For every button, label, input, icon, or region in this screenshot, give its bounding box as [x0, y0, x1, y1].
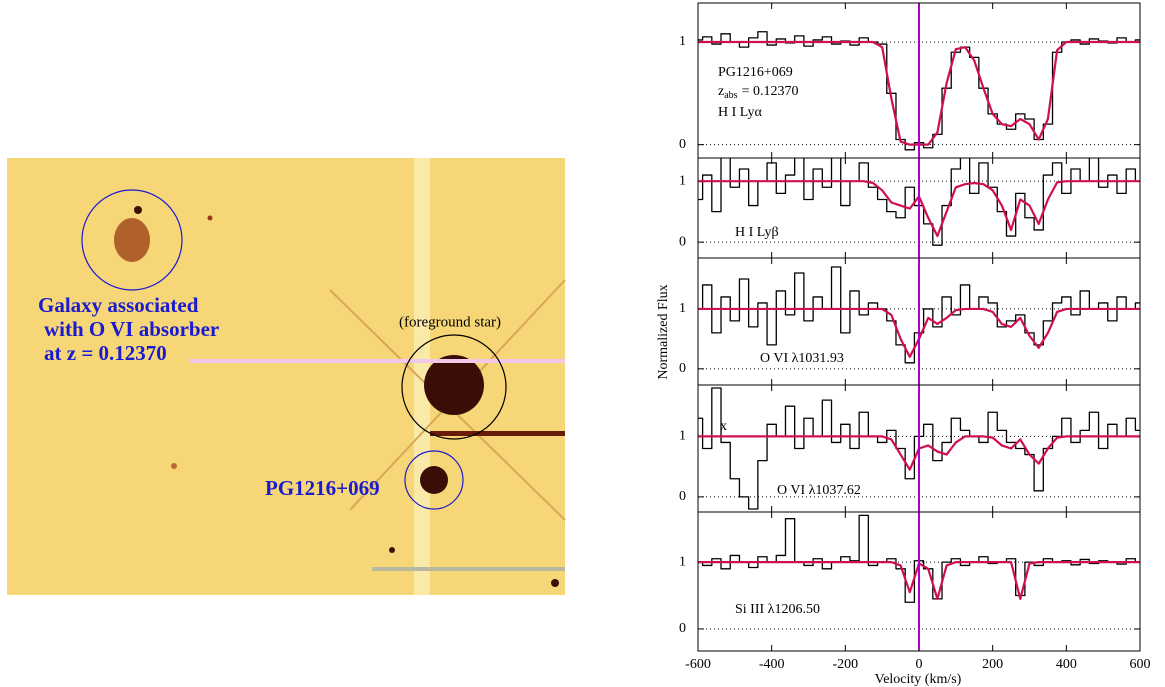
y-tick-label: 0	[679, 489, 686, 504]
x-tick-label: -400	[759, 657, 785, 672]
galaxy-label: at z = 0.12370	[44, 341, 167, 365]
galaxy-label: Galaxy associated	[38, 293, 199, 317]
annotation-part: = 0.12370	[742, 84, 799, 99]
x-tick-label: -200	[832, 657, 858, 672]
source	[134, 206, 142, 214]
y-tick-label: 0	[679, 361, 686, 376]
panel-frame	[697, 511, 1141, 652]
annotation: H I Lyα	[718, 105, 763, 120]
source	[207, 215, 213, 221]
annotation: O VI λ1031.93	[760, 351, 844, 366]
x-tick-label: 400	[1056, 657, 1077, 672]
annotation: H I Lyβ	[735, 225, 779, 240]
annotation: Si III λ1206.50	[735, 602, 820, 617]
x-tick-label: -600	[685, 657, 711, 672]
source	[551, 579, 559, 587]
y-tick-label: 0	[679, 234, 686, 249]
foreground-star	[424, 355, 484, 415]
source	[389, 547, 395, 553]
y-tick-label: 1	[679, 34, 686, 49]
annotation-sub: abs	[724, 90, 737, 101]
annotation: x	[720, 419, 727, 434]
x-tick-label: 0	[916, 657, 923, 672]
y-tick-label: 0	[679, 137, 686, 152]
image-artifact	[190, 359, 565, 363]
qso-circle	[404, 450, 464, 510]
y-tick-label: 1	[679, 554, 686, 569]
y-tick-label: 1	[679, 429, 686, 444]
y-tick-label: 1	[679, 301, 686, 316]
source	[171, 463, 177, 469]
x-tick-label: 600	[1130, 657, 1151, 672]
image-artifact	[430, 431, 565, 436]
y-axis-label: Normalized Flux	[656, 284, 671, 379]
galaxy	[114, 218, 150, 262]
galaxy-circle	[81, 189, 183, 291]
y-tick-label: 1	[679, 173, 686, 188]
x-tick-label: 200	[982, 657, 1003, 672]
galaxy-label: with O VI absorber	[44, 317, 219, 341]
star-circle	[401, 334, 507, 440]
star-label: (foreground star)	[399, 314, 501, 330]
image-artifact	[372, 567, 565, 571]
annotation: zabs = 0.12370	[718, 84, 798, 101]
sky-image: Galaxy associated with O VI absorber at …	[7, 158, 566, 595]
qso-label: PG1216+069	[265, 476, 380, 500]
x-axis-label: Velocity (km/s)	[875, 672, 962, 687]
qso	[420, 466, 448, 494]
y-tick-label: 0	[679, 621, 686, 636]
annotation: PG1216+069	[718, 65, 793, 80]
annotation-part: z	[718, 84, 724, 99]
annotation: O VI λ1037.62	[777, 483, 861, 498]
